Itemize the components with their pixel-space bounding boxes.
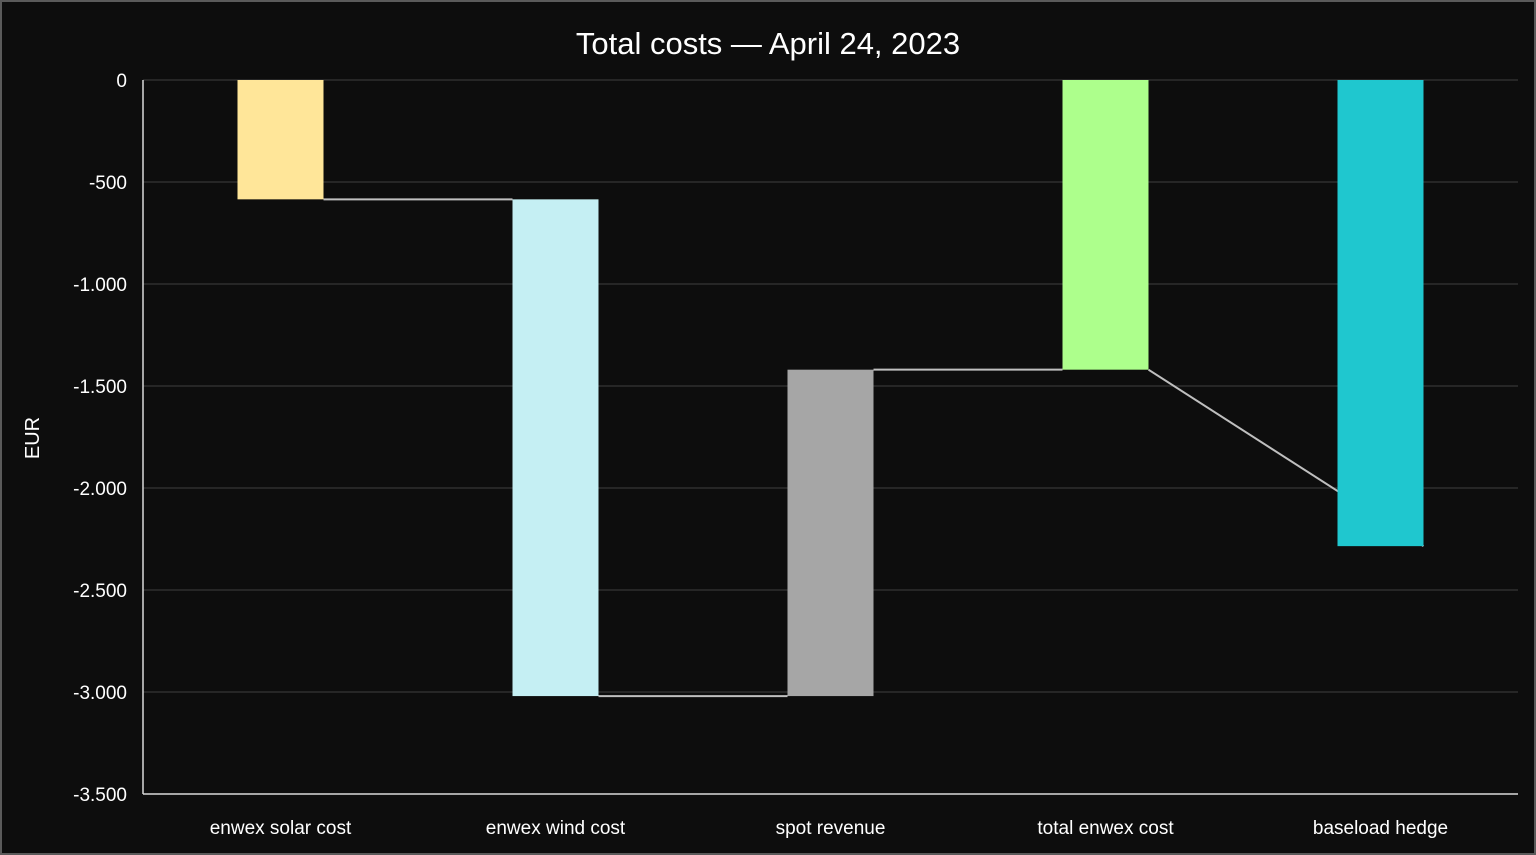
y-tick-label: -3.500 (73, 785, 127, 806)
y-tick-label: -1.000 (73, 275, 127, 296)
bar-spot-revenue (787, 369, 874, 697)
x-tick-label: enwex solar cost (210, 818, 352, 839)
x-tick-label: spot revenue (776, 818, 886, 839)
x-tick-label: total enwex cost (1037, 818, 1174, 839)
y-tick-label: -500 (89, 173, 127, 194)
axes (142, 80, 1518, 795)
x-tick-label: baseload hedge (1313, 818, 1448, 839)
bar-baseload-hedge (1337, 80, 1424, 547)
y-tick-label: -3.000 (73, 683, 127, 704)
chart-title: Total costs — April 24, 2023 (576, 26, 960, 61)
bar-enwex-wind-cost (512, 199, 599, 697)
x-tick-labels: enwex solar cost enwex wind cost spot reve… (210, 818, 1448, 839)
x-tick-label: enwex wind cost (486, 818, 626, 839)
y-tick-label: -2.000 (73, 479, 127, 500)
y-tick-label: 0 (116, 71, 127, 92)
bars (237, 80, 1424, 697)
y-axis-label: EUR (22, 417, 44, 459)
y-tick-label: -1.500 (73, 377, 127, 398)
y-tick-labels: 0 -500 -1.000 -1.500 -2.000 -2.500 -3.000 -3.50… (73, 71, 127, 806)
y-tick-label: -2.500 (73, 581, 127, 602)
bar-enwex-solar-cost (237, 80, 324, 200)
bar-total-enwex-cost (1062, 80, 1149, 370)
